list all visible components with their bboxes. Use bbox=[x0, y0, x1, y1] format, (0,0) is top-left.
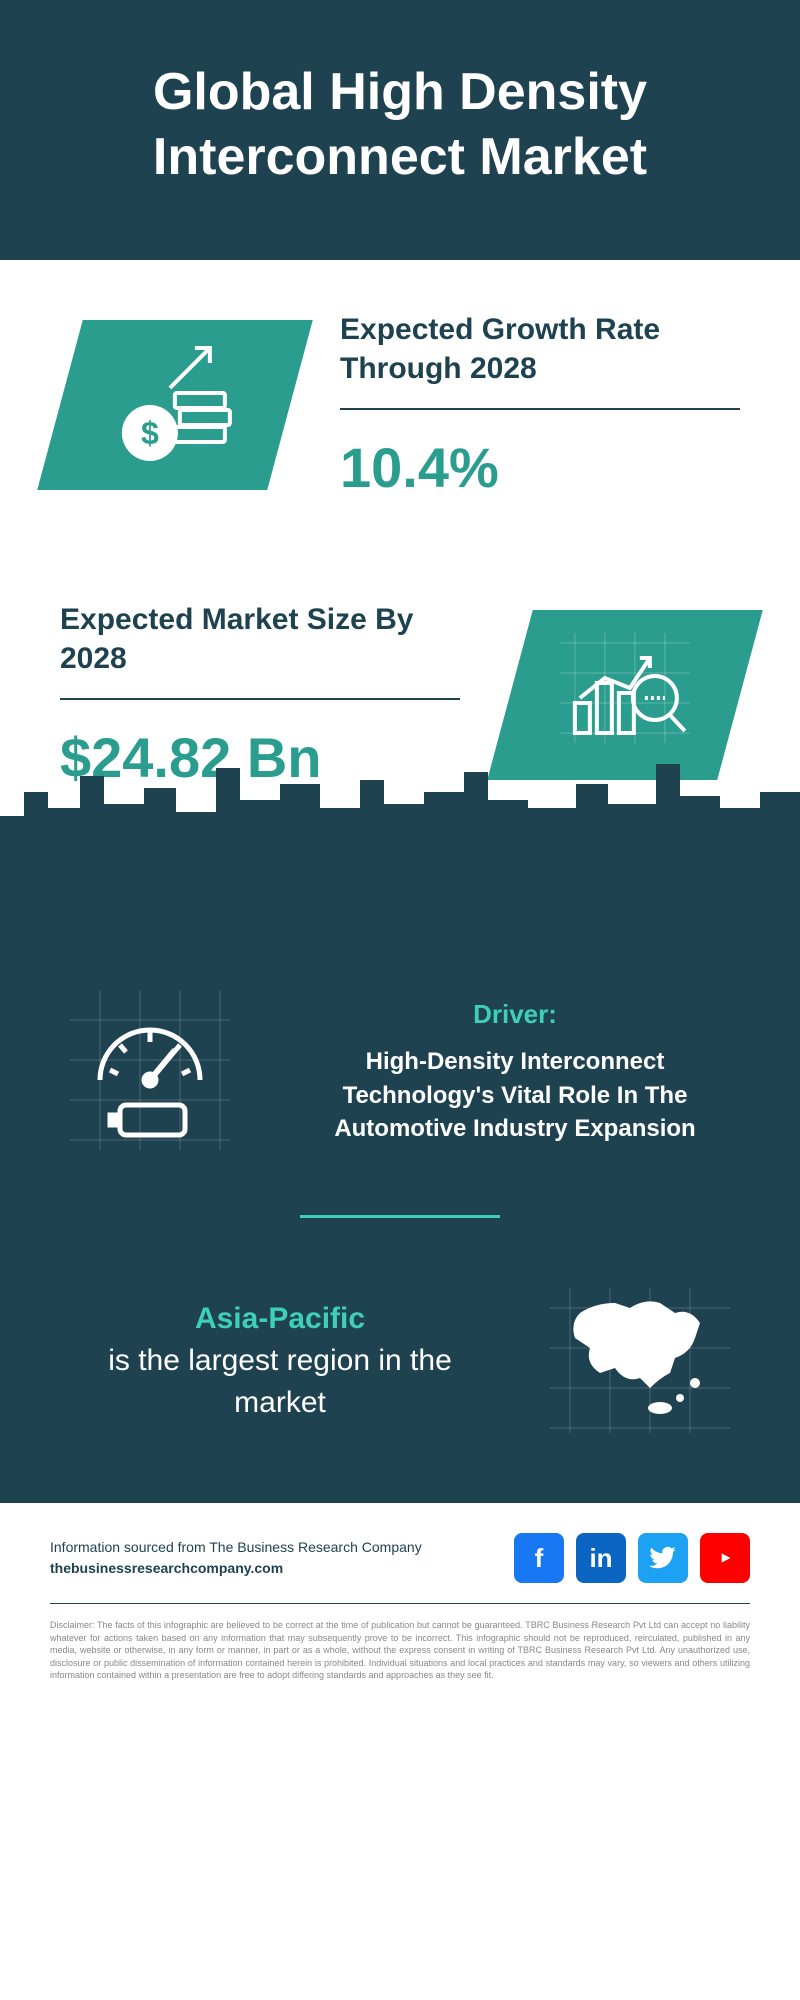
asia-map-icon bbox=[540, 1278, 740, 1443]
dark-info-section: Driver: High-Density Interconnect Techno… bbox=[0, 980, 800, 1503]
svg-text:$: $ bbox=[141, 415, 159, 451]
footer-top-row: Information sourced from The Business Re… bbox=[50, 1533, 750, 1603]
disclaimer-text: Disclaimer: The facts of this infographi… bbox=[50, 1619, 750, 1682]
youtube-icon[interactable] bbox=[700, 1533, 750, 1583]
facebook-icon[interactable]: f bbox=[514, 1533, 564, 1583]
driver-description: High-Density Interconnect Technology's V… bbox=[290, 1045, 740, 1146]
divider bbox=[340, 408, 740, 410]
footer-divider bbox=[50, 1603, 750, 1604]
growth-rate-text: Expected Growth Rate Through 2028 10.4% bbox=[340, 310, 740, 500]
header-banner: Global High Density Interconnect Market bbox=[0, 0, 800, 260]
speedometer-icon bbox=[60, 980, 240, 1165]
twitter-icon[interactable] bbox=[638, 1533, 688, 1583]
page-title: Global High Density Interconnect Market bbox=[50, 60, 750, 190]
source-line-2: thebusinessresearchcompany.com bbox=[50, 1558, 422, 1579]
growth-rate-label: Expected Growth Rate Through 2028 bbox=[340, 310, 740, 388]
market-size-value: $24.82 Bn bbox=[60, 725, 460, 790]
region-row: Asia-Pacific is the largest region in th… bbox=[60, 1278, 740, 1443]
market-size-label: Expected Market Size By 2028 bbox=[60, 600, 460, 678]
region-rest: is the largest region in the market bbox=[108, 1344, 452, 1419]
market-size-text: Expected Market Size By 2028 $24.82 Bn bbox=[60, 600, 460, 790]
driver-label: Driver: bbox=[290, 999, 740, 1030]
driver-text-block: Driver: High-Density Interconnect Techno… bbox=[290, 999, 740, 1146]
source-attribution: Information sourced from The Business Re… bbox=[50, 1537, 422, 1579]
chart-analysis-icon bbox=[550, 623, 700, 768]
skyline-graphic bbox=[0, 840, 800, 980]
growth-rate-value: 10.4% bbox=[340, 435, 740, 500]
coins-growth-icon: $ bbox=[105, 338, 245, 473]
teal-divider bbox=[300, 1215, 500, 1218]
driver-row: Driver: High-Density Interconnect Techno… bbox=[60, 980, 740, 1215]
parallelogram-shape: $ bbox=[37, 320, 313, 490]
region-text: Asia-Pacific is the largest region in th… bbox=[60, 1298, 500, 1424]
source-line-1: Information sourced from The Business Re… bbox=[50, 1537, 422, 1558]
parallelogram-shape bbox=[487, 610, 763, 780]
footer: Information sourced from The Business Re… bbox=[0, 1503, 800, 1702]
growth-rate-section: $ Expected Growth Rate Through 2028 10.4… bbox=[0, 260, 800, 550]
region-highlight: Asia-Pacific bbox=[195, 1302, 365, 1335]
linkedin-icon[interactable]: in bbox=[576, 1533, 626, 1583]
social-icons-row: f in bbox=[514, 1533, 750, 1583]
divider bbox=[60, 698, 460, 700]
